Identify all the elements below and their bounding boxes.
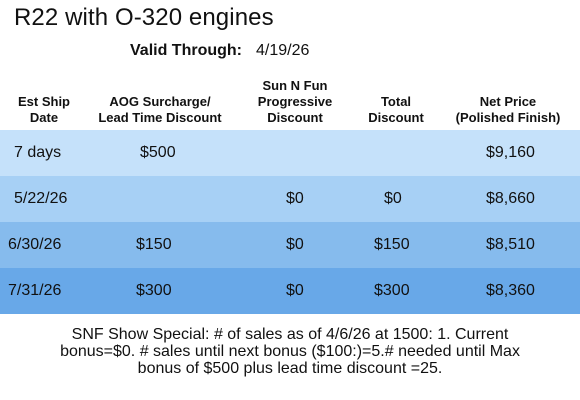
cell-ship-date: 6/30/26: [8, 236, 62, 253]
table-row: 7 days $500 $9,160: [0, 130, 580, 176]
cell-net-price: $8,510: [486, 236, 535, 253]
table-row: 7/31/26 $300 $0 $300 $8,360: [0, 268, 580, 314]
valid-through: Valid Through: 4/19/26: [130, 42, 309, 60]
cell-net-price: $9,160: [486, 144, 535, 161]
table-row: 5/22/26 $0 $0 $8,660: [0, 176, 580, 222]
cell-ship-date: 7 days: [14, 144, 62, 161]
cell-snf: $0: [286, 236, 304, 253]
cell-aog: $300: [136, 282, 172, 299]
cell-aog: $150: [136, 236, 172, 253]
header-snf-discount: Sun N Fun Progressive Discount: [257, 78, 333, 125]
cell-total: $300: [374, 282, 410, 299]
header-est-ship-date: Est Ship Date: [17, 94, 70, 125]
header-net-price: Net Price (Polished Finish): [455, 94, 561, 125]
cell-snf: $0: [286, 282, 304, 299]
cell-aog: $500: [140, 144, 176, 161]
valid-through-date: 4/19/26: [256, 42, 310, 59]
show-special-note: SNF Show Special: # of sales as of 4/6/2…: [0, 326, 580, 377]
header-total-discount: Total Discount: [368, 94, 424, 125]
cell-net-price: $8,660: [486, 190, 535, 207]
cell-snf: $0: [286, 190, 304, 207]
valid-through-label: Valid Through:: [130, 42, 242, 59]
note-line: bonus=$0. # sales until next bonus ($100…: [60, 343, 520, 360]
cell-ship-date: 7/31/26: [8, 282, 62, 299]
note-line: SNF Show Special: # of sales as of 4/6/2…: [71, 326, 509, 343]
table-row: 6/30/26 $150 $0 $150 $8,510: [0, 222, 580, 268]
cell-net-price: $8,360: [486, 282, 535, 299]
cell-ship-date: 5/22/26: [14, 190, 68, 207]
page-title: R22 with O-320 engines: [14, 4, 274, 31]
cell-total: $0: [384, 190, 402, 207]
note-line: bonus of $500 plus lead time discount =2…: [137, 360, 443, 377]
header-aog-surcharge: AOG Surcharge/ Lead Time Discount: [98, 94, 222, 125]
cell-total: $150: [374, 236, 410, 253]
